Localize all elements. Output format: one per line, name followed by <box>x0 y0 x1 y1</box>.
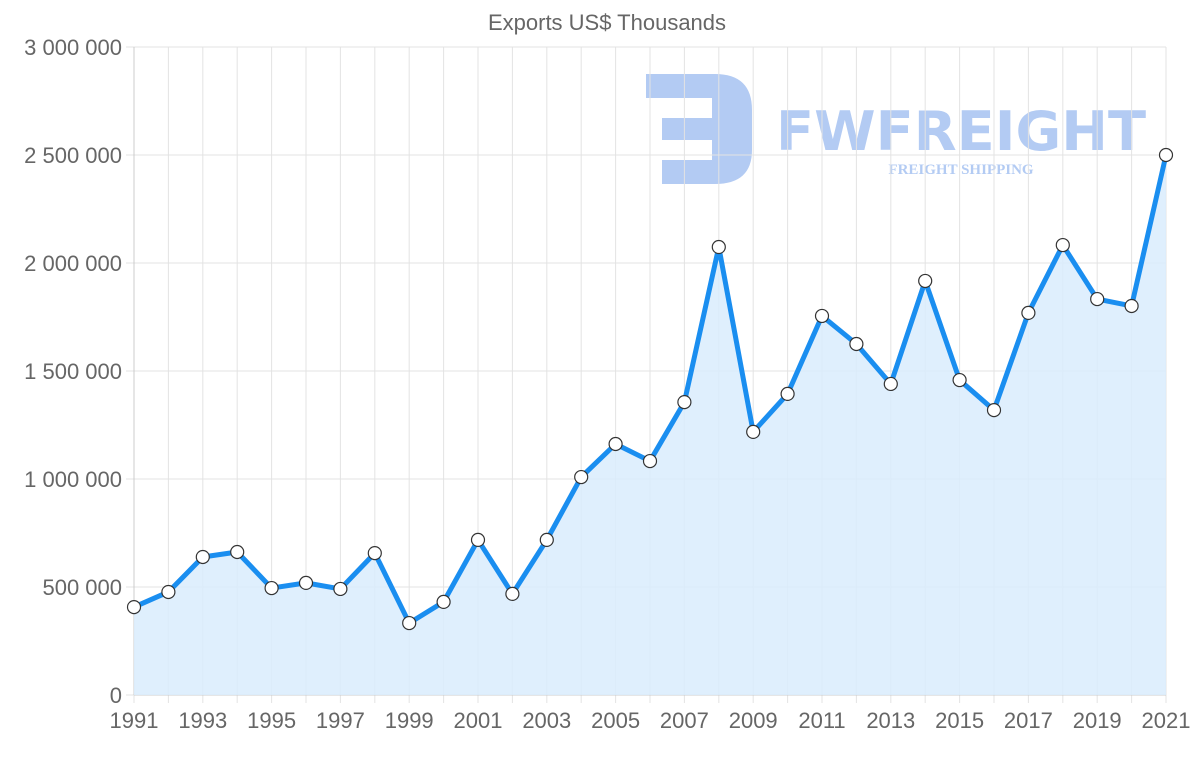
data-point-2021[interactable] <box>1158 147 1174 163</box>
data-point-2006[interactable] <box>642 453 658 469</box>
data-point-2015[interactable] <box>952 372 967 388</box>
data-point-1993[interactable] <box>195 549 210 565</box>
data-point-2020[interactable] <box>1124 298 1139 314</box>
data-point-2016[interactable] <box>986 402 1002 418</box>
data-point-2010[interactable] <box>780 386 795 401</box>
x-tick-label: 2017 <box>1004 708 1053 733</box>
x-tick-label: 2011 <box>798 708 845 733</box>
data-point-2017[interactable] <box>1021 305 1036 320</box>
x-tick-label: 2015 <box>935 708 984 733</box>
data-point-2014[interactable] <box>918 273 933 289</box>
x-tick-label: 1995 <box>247 708 296 733</box>
data-point-2001[interactable] <box>470 532 486 548</box>
x-tick-label: 2001 <box>454 708 503 733</box>
y-tick-label: 500 000 <box>42 575 122 600</box>
y-tick-label: 1 000 000 <box>24 467 122 492</box>
y-axis-ticks: 0 500 000 1 000 000 1 500 000 2 000 000 2 500… <box>24 35 122 708</box>
data-point-1991[interactable] <box>126 599 142 615</box>
y-tick-label: 2 500 000 <box>24 143 122 168</box>
data-point-1994[interactable] <box>230 544 245 560</box>
fw-logo-icon <box>646 74 752 184</box>
data-point-2005[interactable] <box>608 436 623 452</box>
y-tick-label: 0 <box>110 683 122 708</box>
x-tick-label: 2019 <box>1073 708 1122 733</box>
x-tick-label: 1999 <box>385 708 434 733</box>
data-point-1995[interactable] <box>264 580 279 596</box>
x-tick-label: 2007 <box>660 708 709 733</box>
data-point-2002[interactable] <box>505 586 520 602</box>
data-point-2004[interactable] <box>574 469 589 485</box>
chart-title: Exports US$ Thousands <box>488 10 726 35</box>
data-point-2012[interactable] <box>849 336 864 352</box>
x-tick-label: 2021 <box>1142 708 1191 733</box>
data-point-1999[interactable] <box>402 615 417 631</box>
watermark-tagline: FREIGHT SHIPPING <box>888 162 1033 178</box>
data-point-2009[interactable] <box>746 424 761 440</box>
x-tick-label: 1997 <box>316 708 365 733</box>
exports-area-fill <box>134 155 1166 695</box>
data-point-1996[interactable] <box>298 575 314 590</box>
x-tick-label: 2005 <box>591 708 640 733</box>
x-tick-label: 1991 <box>110 708 159 733</box>
data-point-2018[interactable] <box>1055 237 1070 253</box>
x-tick-label: 2009 <box>729 708 778 733</box>
data-point-2008[interactable] <box>711 239 726 255</box>
data-point-2000[interactable] <box>436 594 451 610</box>
data-point-2003[interactable] <box>539 532 554 548</box>
y-tick-label: 1 500 000 <box>24 359 122 384</box>
data-point-1997[interactable] <box>333 581 348 597</box>
y-tick-label: 3 000 000 <box>24 35 122 60</box>
watermark-brand: FWFREIGHT <box>776 100 1146 163</box>
data-point-1992[interactable] <box>161 584 176 600</box>
y-tick-label: 2 000 000 <box>24 251 122 276</box>
data-point-2007[interactable] <box>677 395 692 410</box>
x-tick-label: 1993 <box>178 708 227 733</box>
data-point-2011[interactable] <box>814 308 830 324</box>
data-point-1998[interactable] <box>367 545 382 561</box>
x-tick-label: 2013 <box>866 708 915 733</box>
data-point-2019[interactable] <box>1090 291 1105 307</box>
data-point-2013[interactable] <box>883 376 898 392</box>
x-axis-ticks: 1991 1993 1995 1997 1999 2001 2003 2005 2007 2009… <box>110 708 1191 733</box>
data-points <box>126 147 1174 631</box>
x-tick-label: 2003 <box>522 708 571 733</box>
